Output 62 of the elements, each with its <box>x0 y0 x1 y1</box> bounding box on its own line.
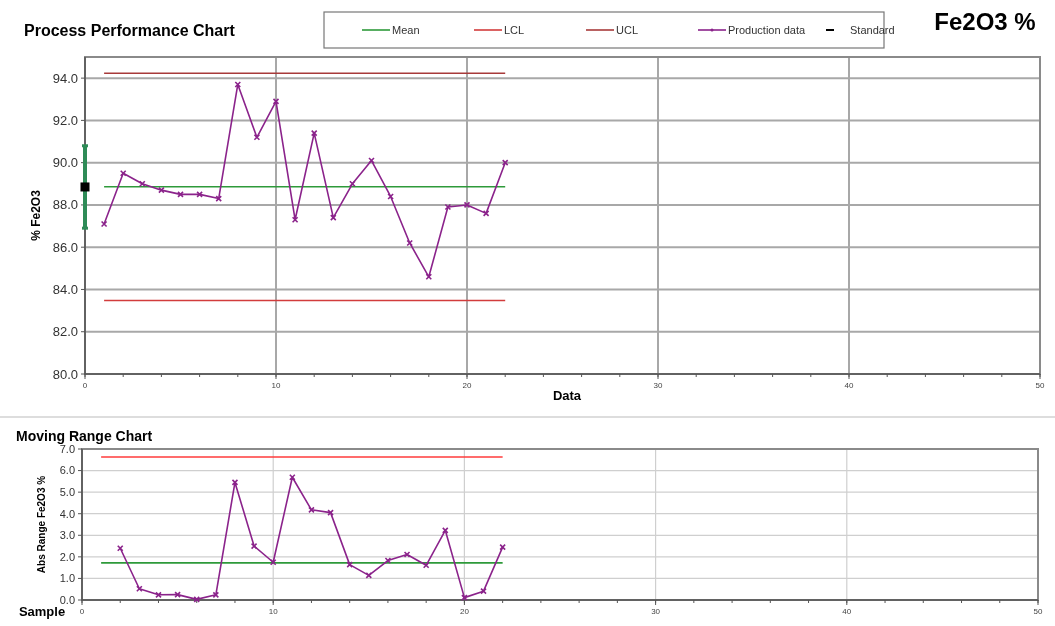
point <box>327 509 334 516</box>
y-tick-label: 4.0 <box>59 507 75 520</box>
legend-label: Standard <box>850 23 895 36</box>
y-tick-label: 86.0 <box>52 239 78 255</box>
point <box>119 169 127 177</box>
y-tick-label: 90.0 <box>52 155 78 171</box>
text: Fe2O3 % <box>934 8 1036 35</box>
y-tick-label: 92.0 <box>52 112 78 128</box>
x-tick-label: 20 <box>462 381 472 390</box>
x-axis-title: Data <box>552 388 582 403</box>
point <box>422 561 430 569</box>
x-tick-label: 40 <box>842 607 852 616</box>
point <box>461 594 468 601</box>
x-tick-label: 50 <box>1035 381 1045 390</box>
x-tick-label: 0 <box>79 607 85 616</box>
x-axis-title: Sample <box>18 604 66 619</box>
y-tick-label: 82.0 <box>52 324 78 340</box>
x-tick-label: 20 <box>459 607 470 616</box>
x-tick-label: 30 <box>653 381 663 390</box>
point <box>444 203 452 211</box>
point <box>136 585 143 593</box>
point <box>310 129 318 137</box>
y-tick-label: 80.0 <box>52 366 78 382</box>
legend-label: Mean <box>392 23 420 36</box>
legend-label: LCL <box>504 23 525 36</box>
x-tick-label: 10 <box>271 381 281 390</box>
point <box>269 558 277 566</box>
y-tick-label: 5.0 <box>59 485 75 498</box>
point <box>212 591 220 599</box>
legend-label: UCL <box>616 23 639 36</box>
point <box>289 473 296 481</box>
x-tick-label: 50 <box>1033 607 1043 616</box>
point <box>368 157 375 164</box>
point <box>196 191 203 198</box>
y-tick-label: 84.0 <box>52 282 78 298</box>
point <box>174 591 181 598</box>
y-tick-label: 88.0 <box>52 197 78 213</box>
point <box>441 527 449 534</box>
y-tick-label: 0.0 <box>59 593 75 606</box>
legend-label: Production data <box>728 23 806 36</box>
y-tick-label: 1.0 <box>59 572 75 585</box>
y-axis-title: % Fe2O3 <box>29 189 43 241</box>
x-tick-label: 0 <box>82 381 88 390</box>
point <box>387 193 394 200</box>
chart-title: Process Performance Chart <box>24 22 236 39</box>
y-tick-label: 94.0 <box>52 70 78 86</box>
point <box>346 561 353 568</box>
point <box>425 273 433 281</box>
x-tick-label: 40 <box>844 381 854 390</box>
y-tick-label: 3.0 <box>59 529 75 542</box>
point <box>139 180 146 188</box>
x-tick-label: 10 <box>268 607 279 616</box>
chart-title: Moving Range Chart <box>16 428 153 444</box>
point <box>215 195 222 202</box>
point <box>463 201 471 209</box>
x-tick-label: 30 <box>651 607 661 616</box>
point <box>80 182 90 192</box>
y-tick-label: 6.0 <box>59 464 75 477</box>
y-axis-title: Abs Range Fe2O3 % <box>36 475 47 574</box>
point <box>330 214 337 221</box>
y-tick-label: 2.0 <box>59 550 75 563</box>
point <box>250 542 258 550</box>
